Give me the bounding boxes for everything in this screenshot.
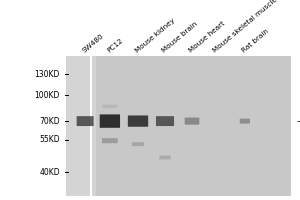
FancyBboxPatch shape <box>77 116 94 126</box>
FancyBboxPatch shape <box>240 119 250 124</box>
FancyBboxPatch shape <box>128 115 148 127</box>
Bar <box>66 56 291 196</box>
Text: 130KD: 130KD <box>34 70 60 79</box>
Text: 40KD: 40KD <box>39 168 60 177</box>
Text: Rat brain: Rat brain <box>241 28 270 54</box>
FancyBboxPatch shape <box>156 116 174 126</box>
Text: Mouse skeletal muscle: Mouse skeletal muscle <box>212 0 278 54</box>
Text: 70KD: 70KD <box>39 117 60 126</box>
Text: Mouse heart: Mouse heart <box>188 20 226 54</box>
Text: PC12: PC12 <box>106 37 124 54</box>
FancyBboxPatch shape <box>103 105 117 108</box>
FancyBboxPatch shape <box>159 156 171 159</box>
Text: SW480: SW480 <box>81 33 105 54</box>
Bar <box>90 56 92 196</box>
Text: Mouse kidney: Mouse kidney <box>134 17 176 54</box>
FancyBboxPatch shape <box>132 142 144 146</box>
Bar <box>66 56 96 196</box>
FancyBboxPatch shape <box>102 138 118 143</box>
Text: Mouse brain: Mouse brain <box>161 21 199 54</box>
FancyBboxPatch shape <box>185 118 200 125</box>
Text: —PINK1: —PINK1 <box>297 117 300 126</box>
Text: 55KD: 55KD <box>39 136 60 144</box>
FancyBboxPatch shape <box>100 114 120 128</box>
Text: 100KD: 100KD <box>34 91 60 100</box>
